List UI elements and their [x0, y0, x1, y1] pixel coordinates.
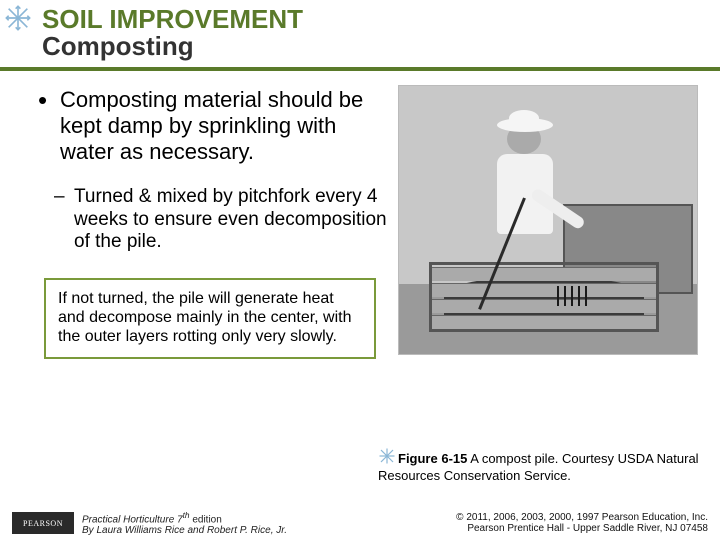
- figure-label: Figure 6-15: [398, 451, 467, 466]
- snowflake-icon: [378, 447, 396, 469]
- copyright: © 2011, 2006, 2003, 2000, 1997 Pearson E…: [456, 512, 708, 534]
- authors: By Laura Williams Rice and Robert P. Ric…: [82, 525, 287, 536]
- book-title: Practical Horticulture 7: [82, 514, 183, 525]
- page-heading: SOIL IMPROVEMENT: [42, 6, 720, 33]
- publication-info: Practical Horticulture 7th edition By La…: [82, 511, 287, 536]
- bullet-level2: Turned & mixed by pitchfork every 4 week…: [34, 186, 395, 254]
- copyright-line1: © 2011, 2006, 2003, 2000, 1997 Pearson E…: [456, 512, 708, 523]
- divider: [0, 67, 720, 71]
- figure-caption: Figure 6-15 A compost pile. Courtesy USD…: [378, 447, 708, 484]
- edition-suffix: th: [183, 510, 190, 520]
- figure-image: [398, 85, 698, 355]
- copyright-line2: Pearson Prentice Hall - Upper Saddle Riv…: [456, 523, 708, 534]
- edition-word: edition: [190, 514, 222, 525]
- page-subheading: Composting: [42, 33, 720, 60]
- snowflake-icon: [4, 4, 32, 37]
- bullet-level1: Composting material should be kept damp …: [34, 87, 395, 166]
- note-box: If not turned, the pile will generate he…: [44, 278, 376, 359]
- brand-logo: PEARSON: [12, 512, 74, 534]
